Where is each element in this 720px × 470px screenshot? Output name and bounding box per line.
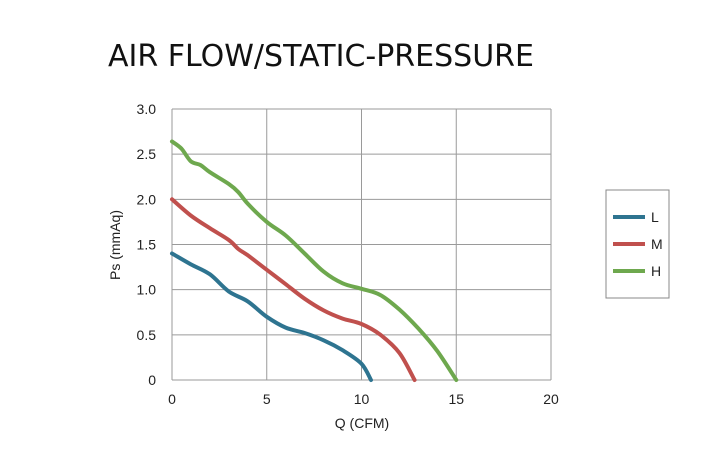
x-tick-label: 20 [543,391,559,407]
series-line-l [170,251,373,382]
x-tick-label: 15 [448,391,464,407]
x-tick-label: 5 [263,391,271,407]
legend-label-h: H [651,263,661,279]
series-lines [170,139,459,382]
legend-label-l: L [651,209,659,225]
y-tick-label: 2.0 [137,191,157,207]
y-tick-label: 3.0 [137,101,157,117]
y-tick-label: 2.5 [137,146,157,162]
tick-labels: 0 5 10 15 20 0 0.5 1.0 1.5 2.0 2.5 3.0 [137,101,559,407]
series-line-h [170,139,459,382]
legend-label-m: M [651,236,663,252]
chart-title: AIR FLOW/STATIC-PRESSURE [108,39,534,74]
series-line-m [170,197,417,382]
y-tick-label: 0.5 [137,327,157,343]
y-tick-label: 1.0 [137,282,157,298]
x-axis-label: Q (CFM) [335,415,389,431]
legend: LMH [605,189,670,299]
y-axis-label: Ps (mmAq) [107,210,123,280]
y-tick-label: 0 [148,372,156,388]
y-tick-label: 1.5 [137,237,157,253]
x-tick-label: 10 [354,391,370,407]
x-tick-label: 0 [168,391,176,407]
grid [171,108,552,381]
